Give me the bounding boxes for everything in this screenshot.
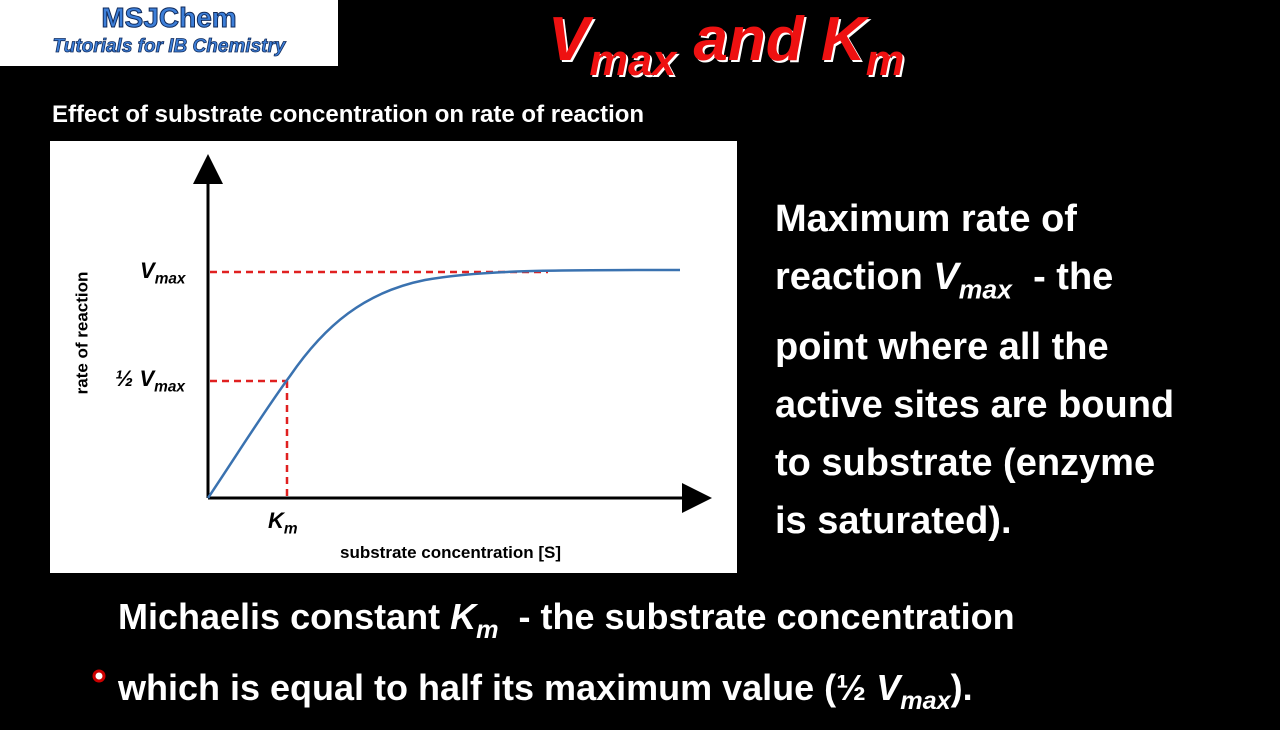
text-line: which is equal to half its maximum value… bbox=[118, 659, 1015, 730]
bullet bbox=[92, 669, 106, 683]
text-line: Maximum rate of bbox=[775, 190, 1174, 248]
x-axis-label: substrate concentration [S] bbox=[340, 543, 562, 562]
text-run: Maximum rate of bbox=[775, 198, 1077, 240]
text-run: is saturated). bbox=[775, 500, 1012, 543]
text-run: V bbox=[548, 5, 590, 74]
text-run: which is equal to half its maximum value… bbox=[118, 666, 877, 708]
text-run: ). bbox=[950, 666, 973, 708]
text-run: Michaelis constant bbox=[118, 596, 451, 637]
km-label: Km bbox=[268, 508, 298, 538]
vmax-label: Vmax bbox=[140, 258, 186, 288]
text-line: point where all the bbox=[775, 318, 1174, 376]
text-line: to substrate (enzyme bbox=[775, 434, 1174, 492]
text-run: - the substrate concentration bbox=[498, 596, 1015, 637]
text-run: reaction bbox=[775, 256, 934, 298]
text-run: point where all the bbox=[775, 326, 1109, 369]
text-line: is saturated). bbox=[775, 492, 1174, 550]
text-run: K bbox=[268, 508, 284, 533]
text-line: reaction Vmax - the bbox=[775, 248, 1174, 318]
text-run: m bbox=[283, 520, 298, 538]
slide-title: Vmax and Km bbox=[548, 4, 904, 86]
text-run: ½ V bbox=[115, 366, 155, 391]
text-run: - the bbox=[1011, 256, 1114, 298]
text-run: to substrate (enzyme bbox=[775, 442, 1156, 485]
graph-panel bbox=[50, 141, 737, 573]
text-run: V bbox=[876, 666, 901, 708]
text-run: V bbox=[140, 258, 155, 283]
rate-curve bbox=[206, 268, 681, 499]
text-run: m bbox=[476, 615, 499, 644]
text-run: active sites are bound bbox=[775, 384, 1175, 427]
logo: MSJChem Tutorials for IB Chemistry bbox=[0, 0, 338, 66]
text-run: max bbox=[589, 37, 677, 86]
km-definition: Michaelis constant Km - the substrate co… bbox=[118, 588, 1015, 730]
text-run: max bbox=[154, 378, 185, 396]
text-run: m bbox=[865, 37, 905, 86]
text-run: V bbox=[933, 256, 959, 298]
text-run: max bbox=[154, 270, 186, 288]
text-run: and bbox=[676, 5, 821, 74]
logo-tagline: Tutorials for IB Chemistry bbox=[52, 36, 286, 58]
graph-heading: Effect of substrate concentration on rat… bbox=[52, 101, 645, 128]
text-run: max bbox=[958, 274, 1012, 305]
text-run: K bbox=[820, 5, 866, 74]
text-run: K bbox=[450, 596, 477, 637]
text-line: Michaelis constant Km - the substrate co… bbox=[118, 588, 1015, 659]
vmax-definition: Maximum rate of reaction Vmax - the point … bbox=[775, 190, 1174, 550]
text-run: max bbox=[900, 686, 951, 715]
logo-name: MSJChem bbox=[101, 2, 237, 34]
text-line: active sites are bound bbox=[775, 376, 1174, 434]
y-axis-label: rate of reaction bbox=[72, 271, 92, 395]
half-vmax-label: ½ Vmax bbox=[115, 366, 185, 396]
